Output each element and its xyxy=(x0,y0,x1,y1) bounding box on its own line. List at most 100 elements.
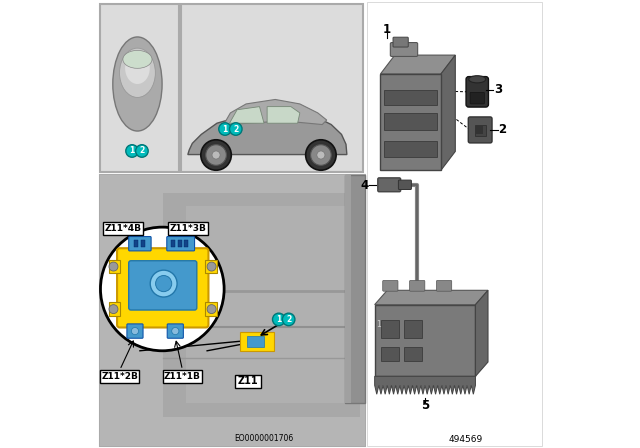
Bar xyxy=(345,175,365,403)
Text: 2: 2 xyxy=(140,146,145,155)
Text: 2: 2 xyxy=(233,125,239,134)
Circle shape xyxy=(109,305,118,314)
Text: 494569: 494569 xyxy=(449,435,483,444)
Bar xyxy=(181,4,362,172)
FancyBboxPatch shape xyxy=(398,180,412,190)
Circle shape xyxy=(126,145,138,157)
Circle shape xyxy=(201,140,231,170)
Bar xyxy=(168,222,207,235)
Bar xyxy=(100,4,179,172)
FancyBboxPatch shape xyxy=(129,237,151,251)
Circle shape xyxy=(282,313,295,326)
Text: 1: 1 xyxy=(222,125,228,134)
Text: 5: 5 xyxy=(421,399,429,413)
Bar xyxy=(186,206,356,403)
Bar xyxy=(248,336,264,347)
Bar xyxy=(384,90,437,105)
Ellipse shape xyxy=(123,51,152,68)
Circle shape xyxy=(136,145,148,157)
Polygon shape xyxy=(267,107,300,123)
Text: 4: 4 xyxy=(360,178,369,192)
Bar xyxy=(476,126,483,134)
FancyBboxPatch shape xyxy=(466,77,488,107)
Circle shape xyxy=(207,262,216,271)
Text: Z11*2B: Z11*2B xyxy=(101,372,138,381)
Circle shape xyxy=(100,227,224,351)
Polygon shape xyxy=(441,55,455,170)
Bar xyxy=(163,193,360,417)
Bar xyxy=(374,305,476,376)
Bar xyxy=(109,260,120,273)
Bar xyxy=(100,175,365,446)
FancyBboxPatch shape xyxy=(383,280,398,291)
FancyBboxPatch shape xyxy=(167,237,195,251)
Polygon shape xyxy=(230,107,264,123)
Text: Z11*4B: Z11*4B xyxy=(104,224,141,233)
Polygon shape xyxy=(476,290,488,376)
Bar xyxy=(345,175,351,403)
Circle shape xyxy=(109,262,118,271)
FancyBboxPatch shape xyxy=(378,178,401,192)
Bar xyxy=(384,113,437,130)
FancyBboxPatch shape xyxy=(470,92,484,104)
Bar xyxy=(205,302,217,316)
FancyBboxPatch shape xyxy=(410,280,425,291)
Circle shape xyxy=(317,151,325,159)
Bar xyxy=(381,347,399,361)
Circle shape xyxy=(150,270,177,297)
Text: 2: 2 xyxy=(499,123,506,137)
Bar xyxy=(205,260,217,273)
Bar xyxy=(367,2,541,446)
Text: Z11*3B: Z11*3B xyxy=(170,224,206,233)
Ellipse shape xyxy=(125,53,150,84)
Ellipse shape xyxy=(468,76,486,83)
Text: 1: 1 xyxy=(376,320,381,329)
Ellipse shape xyxy=(120,48,156,98)
Bar xyxy=(381,320,399,338)
Circle shape xyxy=(219,123,231,135)
Bar xyxy=(235,375,261,388)
Bar xyxy=(177,240,182,247)
Bar xyxy=(404,347,422,361)
FancyBboxPatch shape xyxy=(390,43,418,56)
Bar xyxy=(109,302,120,316)
Circle shape xyxy=(310,145,332,165)
Text: 2: 2 xyxy=(286,315,291,324)
Circle shape xyxy=(207,305,216,314)
FancyBboxPatch shape xyxy=(129,261,197,310)
FancyBboxPatch shape xyxy=(436,280,452,291)
Bar xyxy=(141,240,145,247)
Circle shape xyxy=(230,123,242,135)
Bar xyxy=(184,240,188,247)
Polygon shape xyxy=(224,99,327,125)
Text: 1: 1 xyxy=(383,22,391,36)
Bar xyxy=(134,240,138,247)
FancyBboxPatch shape xyxy=(127,324,143,338)
Polygon shape xyxy=(374,376,476,394)
Circle shape xyxy=(206,145,227,165)
Bar xyxy=(100,175,365,446)
Bar xyxy=(103,222,143,235)
Circle shape xyxy=(306,140,336,170)
Text: EO0000001706: EO0000001706 xyxy=(234,434,294,443)
Bar xyxy=(163,370,202,383)
Bar xyxy=(100,370,140,383)
Polygon shape xyxy=(374,290,488,305)
FancyBboxPatch shape xyxy=(468,117,492,143)
FancyBboxPatch shape xyxy=(167,324,184,338)
Text: Z11*1B: Z11*1B xyxy=(164,372,201,381)
Text: 1: 1 xyxy=(276,315,282,324)
Circle shape xyxy=(172,327,179,335)
Bar xyxy=(380,74,441,170)
Ellipse shape xyxy=(113,37,162,131)
Bar xyxy=(404,320,422,338)
Polygon shape xyxy=(380,55,455,74)
Circle shape xyxy=(156,276,172,292)
Bar xyxy=(475,125,486,136)
Bar xyxy=(384,141,437,157)
Text: 1: 1 xyxy=(129,146,134,155)
Text: Z11: Z11 xyxy=(237,376,258,386)
Circle shape xyxy=(212,151,220,159)
FancyBboxPatch shape xyxy=(117,248,209,327)
Bar xyxy=(240,332,274,351)
